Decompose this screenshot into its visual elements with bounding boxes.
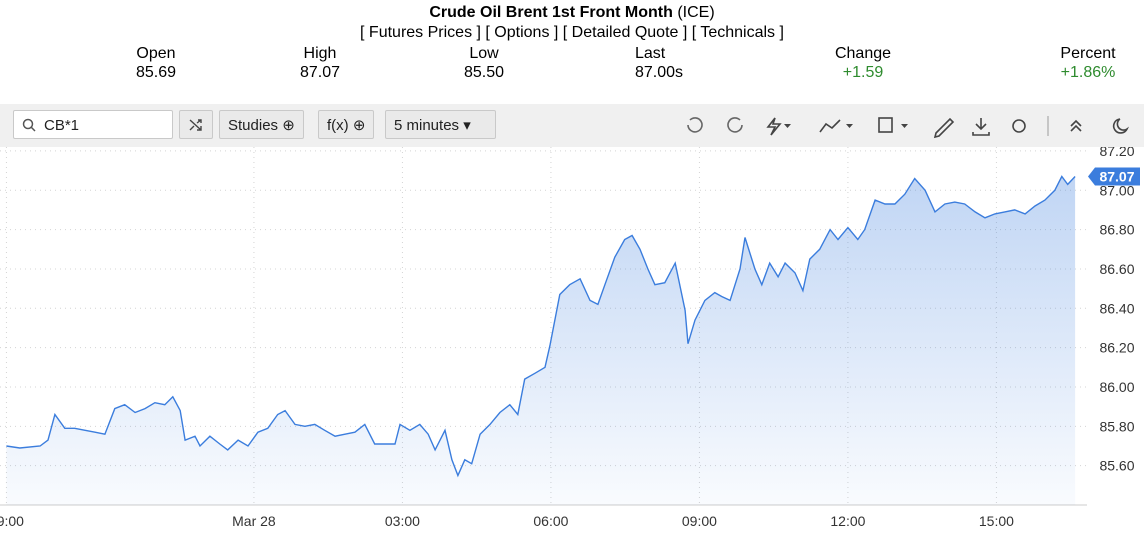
links: [ Futures Prices ] [ Options ] [ Detaile… <box>0 24 1144 42</box>
x-tick-label: 06:00 <box>533 513 568 529</box>
quote-value: +1.59 <box>842 64 884 81</box>
collapse-icon[interactable] <box>1070 119 1082 132</box>
quote-col: Open 85.69 <box>126 44 186 82</box>
area <box>6 176 1076 505</box>
x-tick-label: Mar 28 <box>232 513 276 529</box>
quote-label: Low <box>469 45 499 62</box>
x-tick-label: 03:00 <box>385 513 420 529</box>
quote-label: Percent <box>1060 45 1116 62</box>
y-tick-label: 85.60 <box>1099 458 1134 474</box>
quote-label: High <box>303 45 337 62</box>
x-tick-label: 12:00 <box>830 513 865 529</box>
price-line <box>6 175 1076 478</box>
redo-icon[interactable] <box>727 117 743 133</box>
shuffle-icon <box>189 119 202 131</box>
studies-label: Studies <box>228 117 279 134</box>
quote-col: Last 87.00s <box>626 44 695 82</box>
quote-value: 87.00s <box>635 64 684 81</box>
chart-type-icon[interactable] <box>819 119 841 133</box>
y-tick-label: 87.20 <box>1099 147 1134 159</box>
layout-icon[interactable] <box>878 117 893 133</box>
y-tick-label: 85.80 <box>1099 418 1134 434</box>
quote-label: Last <box>635 45 666 62</box>
title-line: Crude Oil Brent 1st Front Month (ICE) <box>0 4 1144 22</box>
exchange: (ICE) <box>677 4 715 21</box>
undo-icon[interactable] <box>687 117 703 133</box>
settings-icon[interactable] <box>1012 119 1026 133</box>
link[interactable]: [ Detailed Quote ] <box>562 24 688 41</box>
quote-value: 87.07 <box>299 64 341 81</box>
quote-label: Change <box>834 45 892 62</box>
link[interactable]: [ Options ] <box>485 24 559 41</box>
events-icon[interactable] <box>766 117 782 136</box>
price-tag-bg <box>1088 167 1140 186</box>
toolbar-icons <box>687 116 1130 139</box>
x-tick-label: 09:00 <box>682 513 717 529</box>
quote-value: +1.86% <box>1060 64 1116 81</box>
theme-icon[interactable] <box>1112 118 1130 134</box>
price-tag: 87.07 <box>1099 169 1134 185</box>
y-tick-label: 86.80 <box>1099 222 1134 238</box>
title: Crude Oil Brent 1st Front Month <box>429 4 673 21</box>
quote-value: 85.50 <box>463 64 505 81</box>
fx-button[interactable]: f(x) ⊕ <box>318 110 375 139</box>
y-tick-label: 86.20 <box>1099 340 1134 356</box>
quote-value: 85.69 <box>135 64 177 81</box>
search-icon <box>22 118 36 132</box>
x-tick-label: 19:00 <box>0 513 24 529</box>
quote-col: Percent +1.86% <box>1050 44 1126 82</box>
interval-button[interactable]: 5 minutes ▾ <box>385 110 496 139</box>
chart: 85.60 85.80 86.00 86.20 86.40 86.60 86.80 87.00… <box>0 147 1140 529</box>
studies-button[interactable]: Studies ⊕ <box>219 110 304 139</box>
interval-label: 5 minutes <box>394 117 460 134</box>
x-tick-label: 15:00 <box>979 513 1014 529</box>
draw-icon[interactable] <box>933 117 955 139</box>
quote-col: Low 85.50 <box>454 44 514 82</box>
link[interactable]: [ Futures Prices ] <box>360 24 481 41</box>
toolbar: CB*1 Studies ⊕ f(x) ⊕ 5 minutes ▾ <box>0 104 1144 147</box>
y-tick-label: 86.00 <box>1099 379 1134 395</box>
link[interactable]: [ Technicals ] <box>691 24 784 41</box>
y-tick-label: 86.40 <box>1099 300 1134 316</box>
quote-col: Change +1.59 <box>828 44 898 82</box>
y-tick-label: 86.60 <box>1099 261 1134 277</box>
symbol-search[interactable]: CB*1 <box>13 110 173 139</box>
quote-label: Open <box>136 45 176 62</box>
y-tick-label: 87.00 <box>1099 182 1134 198</box>
quote-col: High 87.07 <box>290 44 350 82</box>
download-icon[interactable] <box>972 118 990 136</box>
compare-button[interactable] <box>179 110 213 139</box>
fx-label: f(x) <box>327 117 349 134</box>
